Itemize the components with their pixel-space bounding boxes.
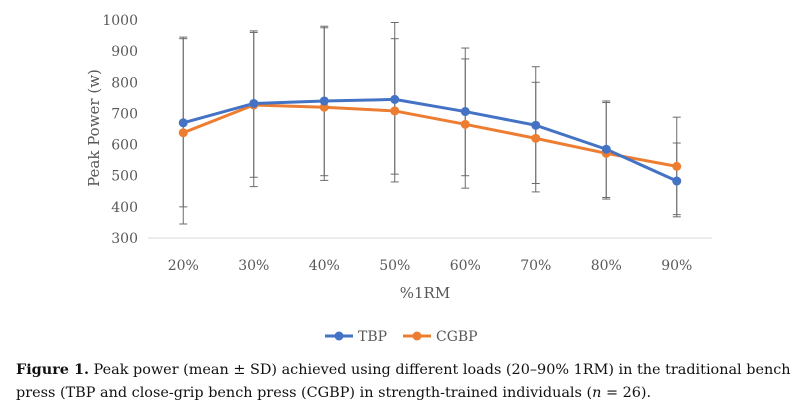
x-axis: 20% 30% 40% 50% 60% 70% 80% 90% [168, 258, 693, 274]
legend: TBP CGBP [325, 329, 478, 345]
data-point-tbp [531, 120, 541, 130]
legend-marker-tbp [334, 331, 344, 341]
y-tick-label: 500 [111, 169, 138, 185]
legend-label-tbp: TBP [358, 329, 387, 345]
y-tick-label: 600 [111, 138, 138, 154]
y-tick-label: 1000 [102, 13, 138, 29]
x-tick-label: 90% [661, 258, 692, 274]
series-lines [182, 97, 678, 183]
data-point-cgbp [672, 161, 682, 171]
data-point-tbp [249, 98, 259, 108]
y-axis-label: Peak Power (w) [85, 69, 103, 187]
error-bars [179, 21, 681, 225]
legend-marker-cgbp [412, 331, 422, 341]
x-tick-label: 20% [168, 258, 199, 274]
data-point-tbp [460, 107, 470, 117]
legend-label-cgbp: CGBP [436, 329, 478, 345]
x-tick-label: 70% [520, 258, 551, 274]
data-point-cgbp [390, 106, 400, 116]
data-point-tbp [390, 94, 400, 104]
data-point-cgbp [460, 119, 470, 129]
x-tick-label: 40% [309, 258, 340, 274]
series-line-cgbp [182, 103, 678, 168]
y-axis: 300 400 500 600 700 800 900 1000 [102, 13, 138, 247]
data-point-cgbp [178, 128, 188, 138]
caption-n: n [592, 385, 602, 401]
caption-text: Peak power (mean ± SD) achieved using di… [16, 362, 791, 401]
x-tick-label: 80% [591, 258, 622, 274]
caption-text-end: = 26). [601, 385, 652, 401]
y-tick-label: 300 [111, 231, 138, 247]
y-tick-label: 800 [111, 75, 138, 91]
x-axis-label: %1RM [400, 284, 450, 302]
data-point-cgbp [319, 102, 329, 112]
y-tick-label: 400 [111, 200, 138, 216]
data-point-tbp [319, 96, 329, 106]
y-tick-label: 700 [111, 106, 138, 122]
peak-power-chart: 300 400 500 600 700 800 900 1000 20% 30% 40% 50% 60… [85, 13, 712, 345]
x-tick-label: 60% [450, 258, 481, 274]
data-point-cgbp [531, 133, 541, 143]
series-line-tbp [182, 97, 678, 183]
figure-caption: Figure 1. Peak power (mean ± SD) achieve… [16, 358, 791, 405]
x-tick-label: 30% [238, 258, 269, 274]
series-points [178, 94, 682, 186]
y-tick-label: 900 [111, 44, 138, 60]
caption-label: Figure 1. [16, 361, 89, 378]
data-point-tbp [601, 144, 611, 154]
x-tick-label: 50% [379, 258, 410, 274]
data-point-tbp [672, 176, 682, 186]
data-point-tbp [178, 118, 188, 128]
